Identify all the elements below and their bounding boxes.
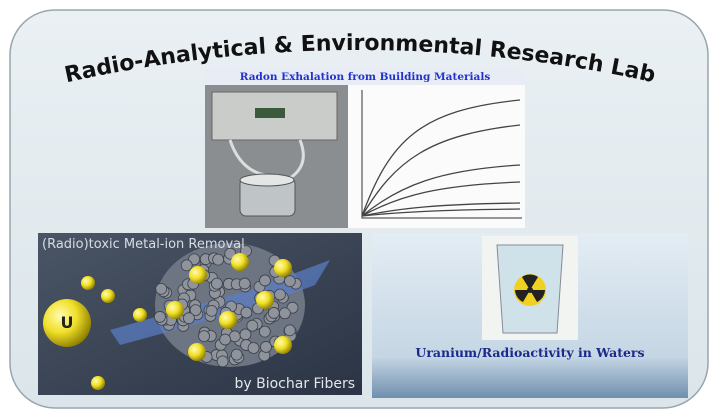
carbon-sphere <box>189 304 202 317</box>
panel-caption: (Radio)toxic Metal-ion Removal <box>42 237 245 252</box>
metal-ion <box>189 266 207 284</box>
carbon-sphere <box>238 277 251 290</box>
carbon-sphere <box>260 341 272 353</box>
panel-subcaption: by Biochar Fibers <box>234 376 355 392</box>
metal-ion <box>256 291 274 309</box>
display <box>255 108 285 118</box>
panel-caption: Uranium/Radioactivity in Waters <box>415 345 644 360</box>
carbon-sphere <box>246 319 259 332</box>
carbon-sphere <box>212 253 225 266</box>
metal-ion <box>274 336 292 354</box>
metal-ion <box>166 301 184 319</box>
carbon-sphere <box>267 307 280 319</box>
radon-panel: Radon Exhalation from Building Materials <box>205 68 525 228</box>
panel-caption: Radon Exhalation from Building Materials <box>240 71 491 83</box>
caption-strip <box>205 68 525 85</box>
metal-ion <box>101 289 115 303</box>
metal-ion <box>274 259 292 277</box>
biochar-panel: (Radio)toxic Metal-ion Removal U by Bioc… <box>38 233 362 395</box>
carbon-sphere <box>239 328 252 341</box>
carbon-sphere <box>198 330 210 342</box>
metal-ion <box>133 308 147 322</box>
metal-ion <box>219 311 237 329</box>
graph-curves <box>361 99 521 217</box>
chamber-top <box>239 173 295 187</box>
uranium-ion <box>43 299 91 347</box>
ion-label: U <box>61 313 74 332</box>
carbon-sphere <box>219 333 232 346</box>
carbon-sphere <box>247 342 260 354</box>
carbon-sphere <box>205 304 218 317</box>
carbon-sphere <box>216 355 229 368</box>
carbon-sphere <box>278 307 291 320</box>
carbon-sphere <box>283 324 296 337</box>
carbon-sphere <box>259 274 271 287</box>
hazard-symbol <box>515 274 545 302</box>
metal-ion <box>231 253 249 271</box>
carbon-sphere <box>210 277 223 290</box>
metal-ion <box>91 376 105 390</box>
carbon-sphere <box>258 325 271 338</box>
water-panel: Uranium/Radioactivity in Waters <box>372 233 688 398</box>
carbon-sphere <box>183 312 195 325</box>
graph-axes <box>361 90 522 219</box>
carbon-sphere <box>240 306 253 319</box>
carbon-sphere <box>180 259 193 272</box>
carbon-sphere <box>153 311 166 323</box>
metal-ion <box>81 276 95 290</box>
metal-ion <box>188 343 206 361</box>
carbon-sphere <box>274 288 286 301</box>
carbon-sphere <box>283 275 296 288</box>
carbon-sphere <box>230 348 243 361</box>
carbon-sphere <box>155 282 168 295</box>
